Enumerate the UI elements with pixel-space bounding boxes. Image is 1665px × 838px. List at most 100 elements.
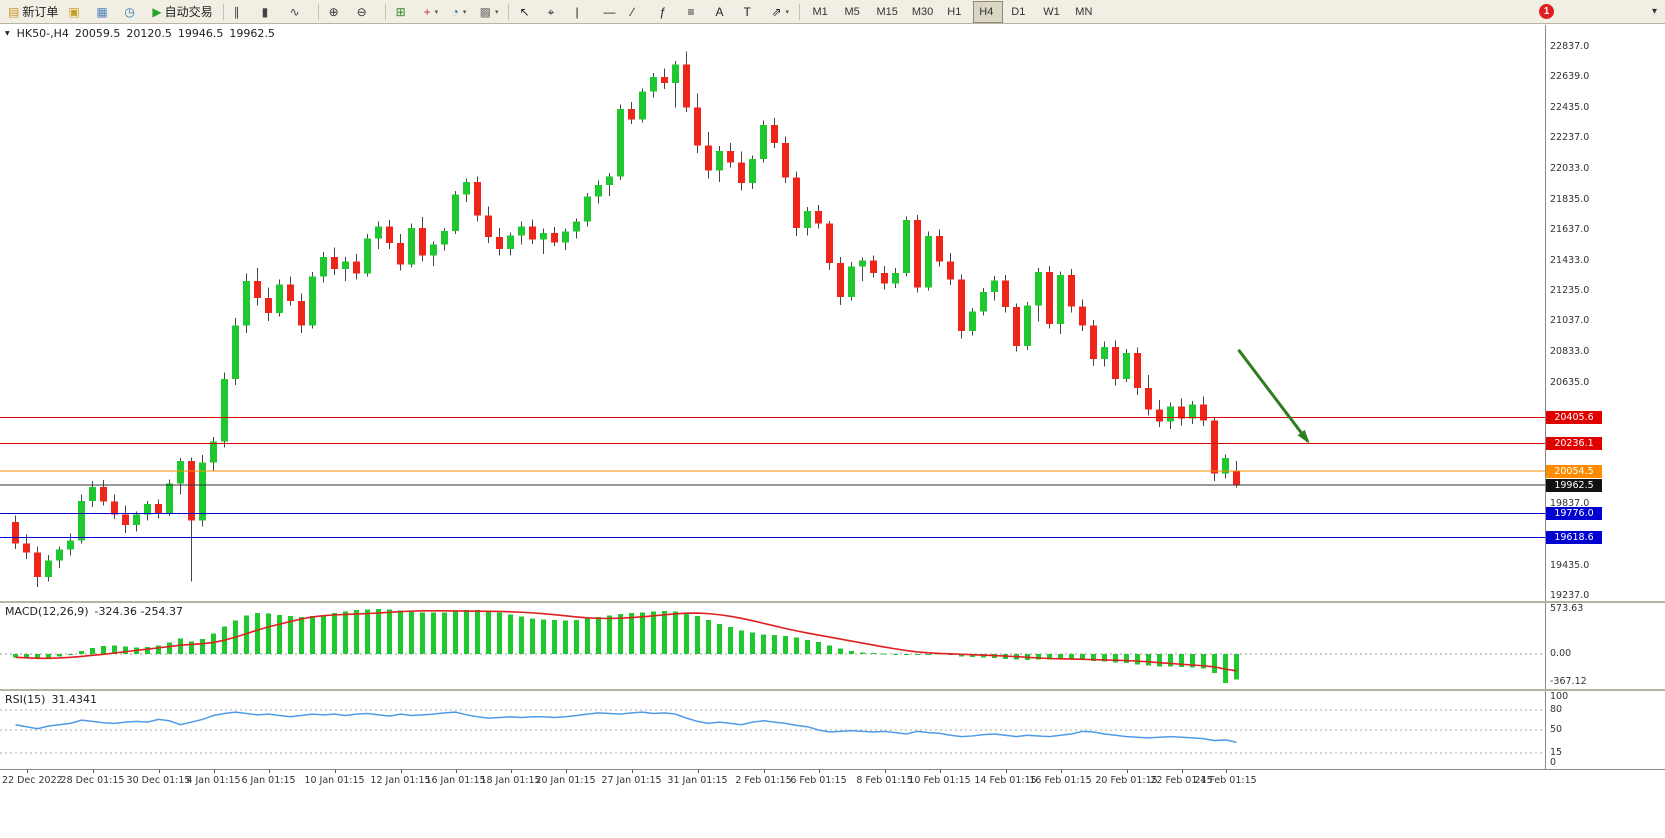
rsi-panel: 100 80 50 15 0 RSI(15) 31.4341 [0, 691, 1665, 769]
vertical-line-button[interactable]: | [571, 1, 597, 23]
new-order-button[interactable]: ▤ 新订单 [4, 1, 62, 23]
new-order-icon: ▤ [8, 4, 20, 19]
macd-histogram [13, 609, 1239, 683]
time-axis-tick [884, 770, 886, 773]
templates-button[interactable]: ▩ ▾ [476, 1, 503, 23]
text-button[interactable]: A [711, 1, 737, 23]
timeframe-mn-button[interactable]: MN [1075, 5, 1093, 18]
time-axis-tick [1181, 770, 1183, 773]
time-axis-label: 6 Jan 01:15 [241, 775, 296, 786]
vertical-line-icon: | [575, 4, 579, 19]
time-axis-tick [334, 770, 336, 773]
channel-button[interactable]: ≡ [683, 1, 709, 23]
rsi-header: RSI(15) 31.4341 [5, 693, 97, 706]
line-chart-button[interactable]: ∿ [286, 1, 312, 23]
charts-button[interactable]: ▣ [64, 1, 90, 23]
macd-signal-line [15, 609, 1237, 672]
time-axis-label: 20 Jan 01:15 [535, 775, 596, 786]
autotrading-label: 自动交易 [164, 5, 213, 19]
time-axis-tick [510, 770, 512, 773]
time-axis-label: 31 Jan 01:15 [667, 775, 728, 786]
price-tag: 19618.6 [1546, 531, 1602, 545]
toolbar-separator [317, 3, 319, 20]
macd-axis-label: 0.00 [1550, 648, 1572, 660]
candlestick-chart-button[interactable]: ▮ [258, 1, 284, 23]
toolbar-separator [508, 3, 510, 20]
tile-windows-icon: ⊞ [395, 4, 406, 19]
candlestick-chart-icon: ▮ [261, 4, 269, 19]
line-chart-icon: ∿ [289, 4, 300, 19]
macd-axis[interactable]: 573.63 0.00 -367.12 [1545, 603, 1665, 689]
profiles-icon: ▦ [96, 4, 108, 19]
time-axis-label: 30 Dec 01:15 [126, 775, 191, 786]
trendline-button[interactable]: ∕ [627, 1, 653, 23]
time-axis-tick [1060, 770, 1062, 773]
candlestick-plot[interactable] [0, 25, 1545, 601]
time-axis-label: 18 Jan 01:15 [480, 775, 541, 786]
market-watch-button[interactable]: ◷ [120, 1, 146, 23]
time-axis-tick [455, 770, 457, 773]
indicators-icon: + [423, 4, 431, 19]
autotrading-icon: ▶ [152, 4, 162, 19]
timeframe-m15-button[interactable]: M15 [876, 5, 898, 18]
tile-windows-button[interactable]: ⊞ [392, 1, 418, 23]
cursor-button[interactable]: ↖ [515, 1, 541, 23]
chevron-down-icon: ▾ [462, 8, 467, 16]
time-axis[interactable]: 22 Dec 2022 28 Dec 01:15 30 Dec 01:15 4 Jan… [0, 769, 1665, 790]
macd-plot[interactable] [0, 603, 1545, 689]
time-axis-tick [400, 770, 402, 773]
horizontal-line-button[interactable]: — [599, 1, 625, 23]
notification-badge[interactable]: 1 [1539, 4, 1554, 19]
timeframe-m5-button[interactable]: M5 [844, 5, 860, 18]
fibonacci-button[interactable]: ƒ [655, 1, 681, 23]
rsi-name: RSI(15) [5, 693, 46, 706]
timeframe-h4-button[interactable]: H4 [973, 0, 1004, 23]
cursor-icon: ↖ [519, 4, 530, 19]
time-axis-tick [213, 770, 215, 773]
rsi-axis-label: 100 [1550, 691, 1569, 702]
price-axis-label: 22639.0 [1550, 71, 1590, 82]
autotrading-button[interactable]: ▶ 自动交易 [148, 1, 216, 23]
price-axis-label: 20833.0 [1550, 346, 1590, 358]
panel-separator[interactable] [0, 601, 1665, 603]
price-axis[interactable]: 22837.0 22639.0 22435.0 22237.0 22033.0 21835… [1545, 25, 1665, 601]
trend-arrow[interactable] [1237, 348, 1310, 444]
time-axis-tick [26, 770, 28, 773]
timeframe-h1-button[interactable]: H1 [947, 5, 962, 18]
timeframe-d1-button[interactable]: D1 [1011, 5, 1026, 18]
timeframe-m1-button[interactable]: M1 [812, 5, 828, 18]
indicators-button[interactable]: + ▾ [420, 1, 446, 23]
arrows-button[interactable]: ⇗ ▾ [767, 1, 793, 23]
time-axis-label: 4 Jan 01:15 [186, 775, 241, 786]
time-axis-label: 22 Dec 2022 [2, 775, 63, 786]
time-axis-label: 14 Feb 01:15 [974, 775, 1037, 786]
time-axis-label: 2 Feb 01:15 [735, 775, 792, 786]
timeframe-w1-button[interactable]: W1 [1043, 5, 1060, 18]
text-label-button[interactable]: T [739, 1, 765, 23]
zoom-in-button[interactable]: ⊕ [325, 1, 351, 23]
time-axis-label: 27 Jan 01:15 [601, 775, 662, 786]
candles [12, 51, 1240, 587]
timeframe-m30-button[interactable]: M30 [911, 5, 934, 18]
time-axis-label: 12 Jan 01:15 [370, 775, 431, 786]
panel-separator[interactable] [0, 689, 1665, 691]
bar-chart-button[interactable]: ∥ [230, 1, 256, 23]
time-axis-tick [939, 770, 941, 773]
rsi-plot[interactable] [0, 691, 1545, 769]
profiles-button[interactable]: ▦ [92, 1, 118, 23]
price-axis-label: 22435.0 [1550, 102, 1590, 114]
rsi-value: 31.4341 [51, 693, 97, 706]
price-axis-label: 19837.0 [1550, 498, 1590, 510]
price-axis-label: 21433.0 [1550, 254, 1590, 266]
periods-button[interactable]: ◔ ▾ [448, 1, 474, 23]
zoom-out-button[interactable]: ⊖ [353, 1, 379, 23]
time-axis-tick [1126, 770, 1128, 773]
macd-axis-label: -367.12 [1550, 676, 1587, 687]
ohlc-open: 20059.5 [74, 27, 121, 40]
rsi-axis[interactable]: 100 80 50 15 0 [1545, 691, 1665, 769]
chart-collapse-icon[interactable]: ▼ [5, 30, 10, 37]
toolbar: ▤ 新订单 ▣ ▦ ◷ ▶ 自动交易 ∥ ▮ ∿ ⊕ ⊖ ⊞ + ▾ ◔ ▾ ▩ ▾ ↖ ⌖ | — ∕ ƒ ≡ A T ⇗ ▾ M1 M5 M… [0, 0, 1665, 24]
toolbar-overflow-icon[interactable]: ▾ [1651, 6, 1657, 17]
crosshair-button[interactable]: ⌖ [543, 1, 569, 23]
